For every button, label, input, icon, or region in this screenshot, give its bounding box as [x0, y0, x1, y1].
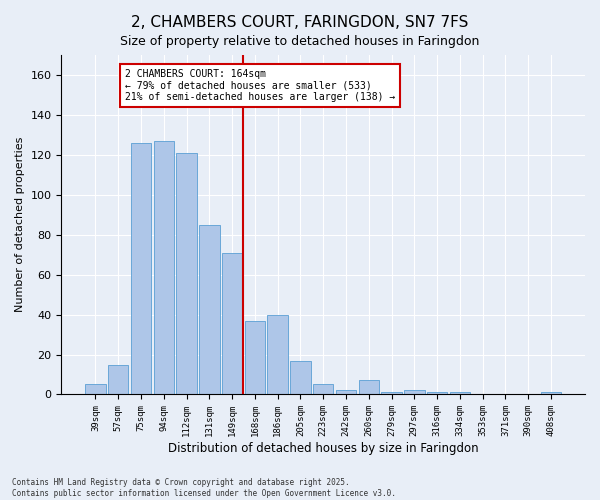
Bar [449, 392, 470, 394]
Bar [245, 320, 265, 394]
Bar [199, 224, 220, 394]
Y-axis label: Number of detached properties: Number of detached properties [15, 137, 25, 312]
Bar [427, 392, 448, 394]
Bar [290, 360, 311, 394]
Text: 2, CHAMBERS COURT, FARINGDON, SN7 7FS: 2, CHAMBERS COURT, FARINGDON, SN7 7FS [131, 15, 469, 30]
Text: Size of property relative to detached houses in Faringdon: Size of property relative to detached ho… [121, 35, 479, 48]
Bar [336, 390, 356, 394]
Bar [131, 143, 151, 395]
Text: 2 CHAMBERS COURT: 164sqm
← 79% of detached houses are smaller (533)
21% of semi-: 2 CHAMBERS COURT: 164sqm ← 79% of detach… [125, 69, 395, 102]
Bar [404, 390, 425, 394]
X-axis label: Distribution of detached houses by size in Faringdon: Distribution of detached houses by size … [168, 442, 479, 455]
Bar [108, 364, 128, 394]
Bar [222, 252, 242, 394]
Bar [541, 392, 561, 394]
Bar [381, 392, 402, 394]
Bar [268, 314, 288, 394]
Bar [313, 384, 334, 394]
Text: Contains HM Land Registry data © Crown copyright and database right 2025.
Contai: Contains HM Land Registry data © Crown c… [12, 478, 396, 498]
Bar [154, 141, 174, 395]
Bar [359, 380, 379, 394]
Bar [85, 384, 106, 394]
Bar [176, 153, 197, 394]
